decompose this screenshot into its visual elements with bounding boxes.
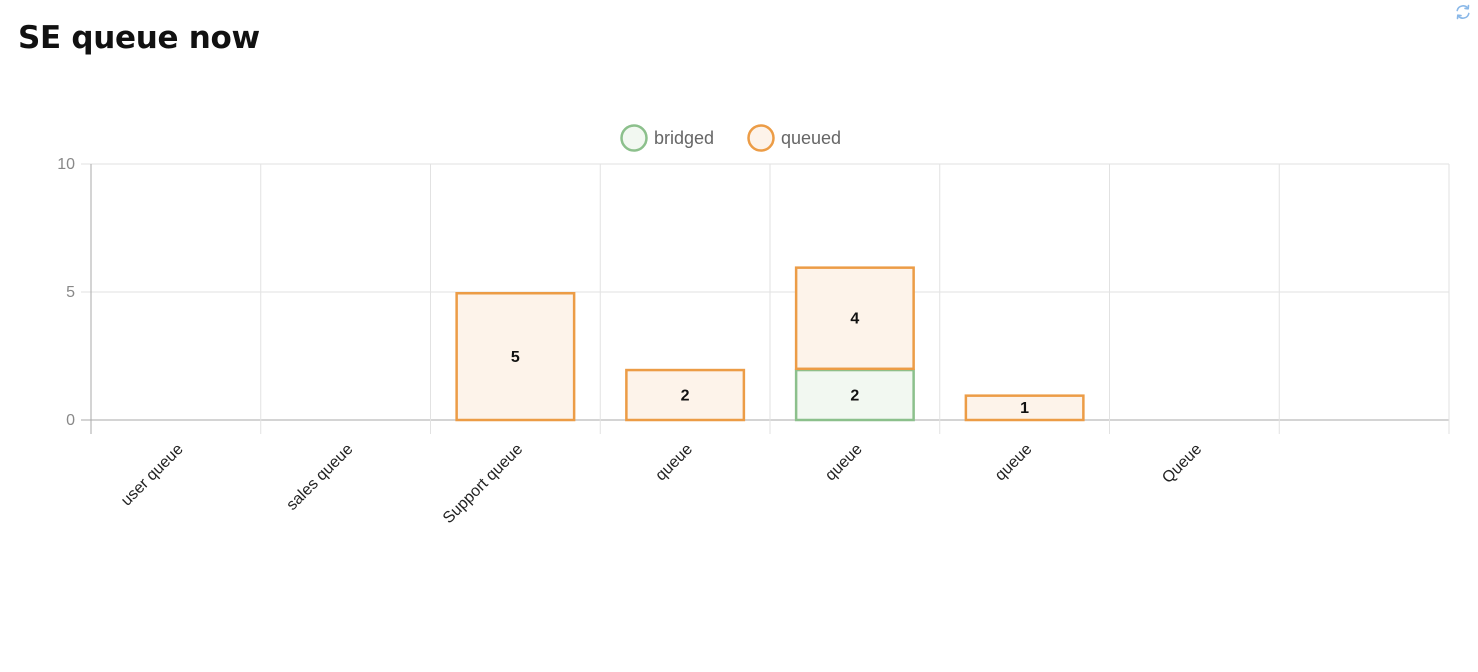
x-tick-label: queue (652, 441, 696, 485)
legend-label-bridged[interactable]: bridged (654, 128, 714, 148)
y-tick-label: 10 (57, 156, 75, 173)
bar-queued[interactable] (625, 368, 746, 422)
bar-value-label: 4 (850, 311, 859, 328)
x-tick-label: queue (992, 441, 1036, 485)
legend-swatch-bridged[interactable] (620, 124, 648, 152)
bar-queued[interactable] (964, 394, 1085, 422)
y-tick-label: 0 (66, 412, 75, 429)
refresh-icon[interactable] (1453, 2, 1473, 22)
bar-queued[interactable] (794, 266, 915, 371)
bar-value-label: 2 (681, 387, 690, 404)
x-tick-label: user queue (118, 441, 187, 510)
x-tick-label: Support queue (440, 441, 526, 527)
bars (455, 266, 1085, 422)
legend-label-queued[interactable]: queued (781, 128, 841, 148)
legend-swatch-queued[interactable] (747, 124, 775, 152)
x-tick-label: queue (822, 441, 866, 485)
y-tick-label: 5 (66, 284, 75, 301)
grid (81, 163, 1450, 434)
bar-value-label: 2 (850, 387, 859, 404)
bar-value-label: 5 (511, 349, 520, 366)
data-labels: 2 5 2 4 1 (511, 311, 1029, 418)
legend: bridged queued (620, 124, 841, 152)
x-tick-label: Queue (1159, 441, 1205, 487)
x-tick-label: sales queue (283, 441, 356, 514)
bar-value-label: 1 (1020, 400, 1029, 417)
page-title: SE queue now (18, 20, 260, 56)
bar-queued[interactable] (455, 292, 576, 422)
axes: 0 5 10 user queue sales queue Support queue qu… (57, 156, 1205, 527)
